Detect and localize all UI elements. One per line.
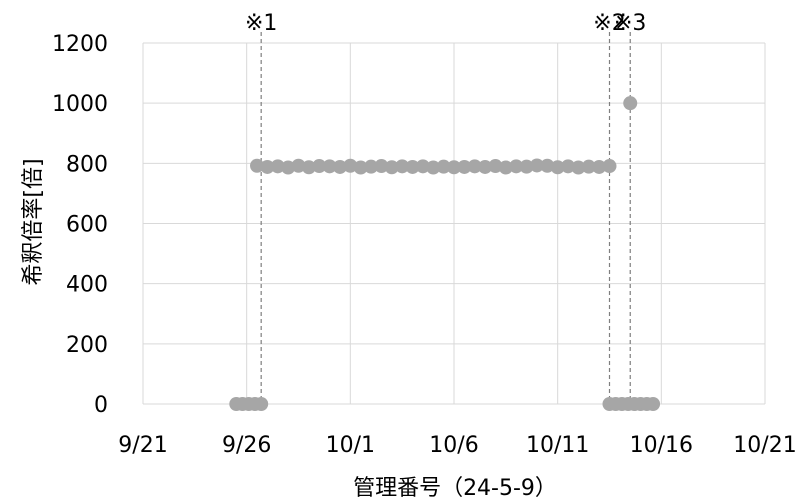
data-point (592, 159, 607, 174)
x-axis-title: 管理番号（24-5-9） (353, 476, 557, 501)
annotation-label: ※1 (245, 11, 277, 36)
data-point (260, 159, 275, 174)
data-point (457, 159, 472, 174)
data-point (581, 159, 596, 174)
data-point (467, 159, 482, 174)
data-point (509, 159, 524, 174)
annotation-lines (260, 32, 631, 404)
annotation-label: ※3 (614, 11, 646, 36)
y-axis-title: 希釈倍率[倍] (21, 158, 46, 285)
data-point (646, 397, 661, 411)
annotation-label: ※2 (593, 11, 625, 36)
data-point (353, 160, 368, 175)
data-point (384, 160, 399, 175)
x-tick-label: 10/11 (526, 433, 589, 458)
data-point (312, 159, 327, 174)
data-point (270, 159, 285, 174)
data-point (529, 158, 544, 173)
x-tick-label: 10/16 (630, 433, 693, 458)
data-point (519, 159, 534, 174)
data-point (571, 160, 586, 175)
data-point (602, 159, 617, 174)
data-point (488, 159, 503, 174)
data-point (478, 159, 493, 174)
data-point (301, 160, 316, 175)
y-tick-label: 800 (66, 152, 108, 177)
data-point (498, 160, 513, 175)
data-point (343, 158, 358, 173)
y-tick-label: 400 (66, 273, 108, 298)
x-tick-label: 10/6 (429, 433, 478, 458)
data-point (395, 159, 410, 174)
y-tick-label: 1000 (52, 92, 108, 117)
data-point (281, 160, 296, 175)
data-point (447, 160, 461, 175)
data-point (364, 159, 379, 174)
x-tick-label: 9/26 (222, 433, 271, 458)
y-tick-label: 200 (66, 333, 108, 358)
data-point (550, 160, 565, 175)
data-point (374, 159, 389, 174)
data-point (250, 158, 265, 173)
data-points (229, 96, 661, 411)
grid-lines (142, 42, 766, 405)
data-point (332, 159, 347, 174)
x-tick-label: 10/21 (733, 433, 796, 458)
data-point (426, 160, 441, 175)
tick-labels: 0 200 400 600 800 1000 1200 9/21 9/26 10/1 10/6 10/… (52, 32, 797, 458)
data-point (322, 159, 337, 174)
data-point (254, 397, 269, 411)
x-tick-label: 10/1 (326, 433, 375, 458)
data-point (291, 158, 306, 173)
data-point (540, 158, 555, 173)
y-tick-label: 1200 (52, 32, 108, 57)
x-tick-label: 9/21 (118, 433, 167, 458)
annotation-labels: ※1 ※2※3 (245, 11, 646, 36)
y-tick-label: 0 (94, 393, 108, 418)
data-point (561, 159, 576, 174)
data-point (405, 159, 420, 174)
y-tick-label: 600 (66, 213, 108, 238)
data-point (436, 159, 451, 174)
data-point (623, 96, 638, 111)
data-point (415, 159, 430, 174)
